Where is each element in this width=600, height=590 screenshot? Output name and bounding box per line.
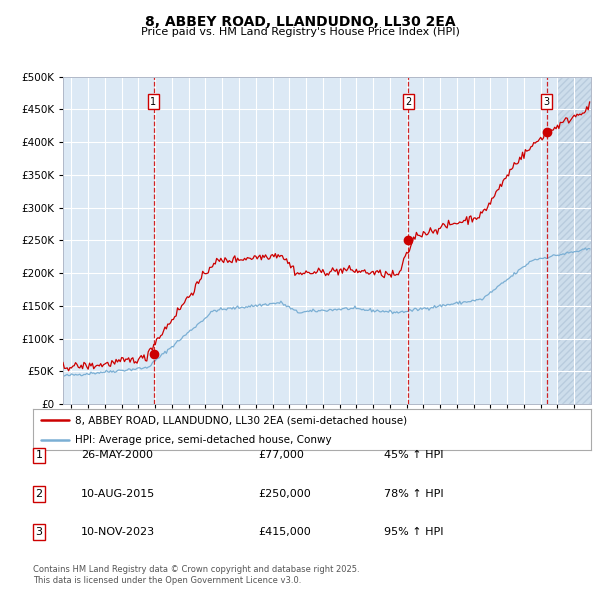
Text: Contains HM Land Registry data © Crown copyright and database right 2025.
This d: Contains HM Land Registry data © Crown c… (33, 565, 359, 585)
Text: 78% ↑ HPI: 78% ↑ HPI (384, 489, 443, 499)
Text: Price paid vs. HM Land Registry's House Price Index (HPI): Price paid vs. HM Land Registry's House … (140, 27, 460, 37)
Text: 10-NOV-2023: 10-NOV-2023 (81, 527, 155, 537)
Bar (557, 77, 591, 404)
Text: £415,000: £415,000 (258, 527, 311, 537)
Text: 3: 3 (544, 97, 550, 107)
Text: 1: 1 (35, 451, 43, 460)
Text: 95% ↑ HPI: 95% ↑ HPI (384, 527, 443, 537)
Text: 10-AUG-2015: 10-AUG-2015 (81, 489, 155, 499)
Text: 1: 1 (151, 97, 157, 107)
Text: 26-MAY-2000: 26-MAY-2000 (81, 451, 153, 460)
Text: 2: 2 (405, 97, 412, 107)
Text: £250,000: £250,000 (258, 489, 311, 499)
Text: 2: 2 (35, 489, 43, 499)
Text: HPI: Average price, semi-detached house, Conwy: HPI: Average price, semi-detached house,… (75, 435, 331, 444)
Text: 45% ↑ HPI: 45% ↑ HPI (384, 451, 443, 460)
Text: 3: 3 (35, 527, 43, 537)
Text: £77,000: £77,000 (258, 451, 304, 460)
Text: 8, ABBEY ROAD, LLANDUDNO, LL30 2EA (semi-detached house): 8, ABBEY ROAD, LLANDUDNO, LL30 2EA (semi… (75, 415, 407, 425)
Text: 8, ABBEY ROAD, LLANDUDNO, LL30 2EA: 8, ABBEY ROAD, LLANDUDNO, LL30 2EA (145, 15, 455, 29)
